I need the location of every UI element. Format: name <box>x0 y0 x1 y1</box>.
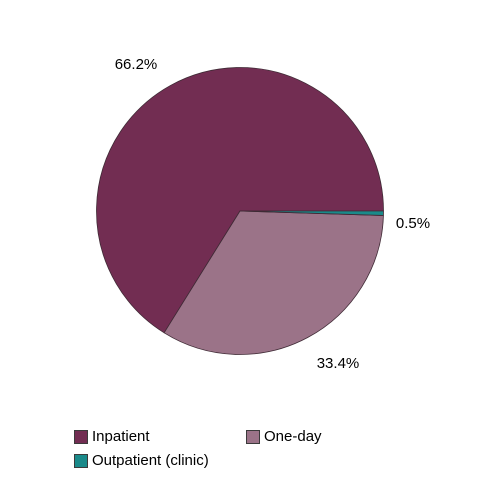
pie-data-labels: 66.2% 33.4% 0.5% <box>115 56 430 372</box>
legend-item-one-day: One-day <box>246 428 322 445</box>
pie-slice-outpatient-clinic <box>239 210 384 216</box>
data-label-one-day: 33.4% <box>317 355 360 372</box>
legend-swatch-inpatient <box>74 429 88 444</box>
legend-item-outpatient-clinic: Outpatient (clinic) <box>74 452 209 469</box>
chart-legend: Inpatient One-day Outpatient (clinic) <box>74 428 414 472</box>
legend-item-inpatient: Inpatient <box>74 428 150 445</box>
pie-slice-one-day <box>163 210 384 355</box>
legend-label-outpatient-clinic: Outpatient (clinic) <box>92 452 209 469</box>
legend-swatch-one-day <box>246 429 260 444</box>
pie-slice-inpatient <box>96 67 384 334</box>
data-label-outpatient-clinic: 0.5% <box>396 215 430 232</box>
pie-slices <box>96 67 384 355</box>
legend-swatch-outpatient-clinic <box>74 453 88 468</box>
data-label-inpatient: 66.2% <box>115 56 158 73</box>
legend-label-one-day: One-day <box>264 428 322 445</box>
legend-label-inpatient: Inpatient <box>92 428 150 445</box>
